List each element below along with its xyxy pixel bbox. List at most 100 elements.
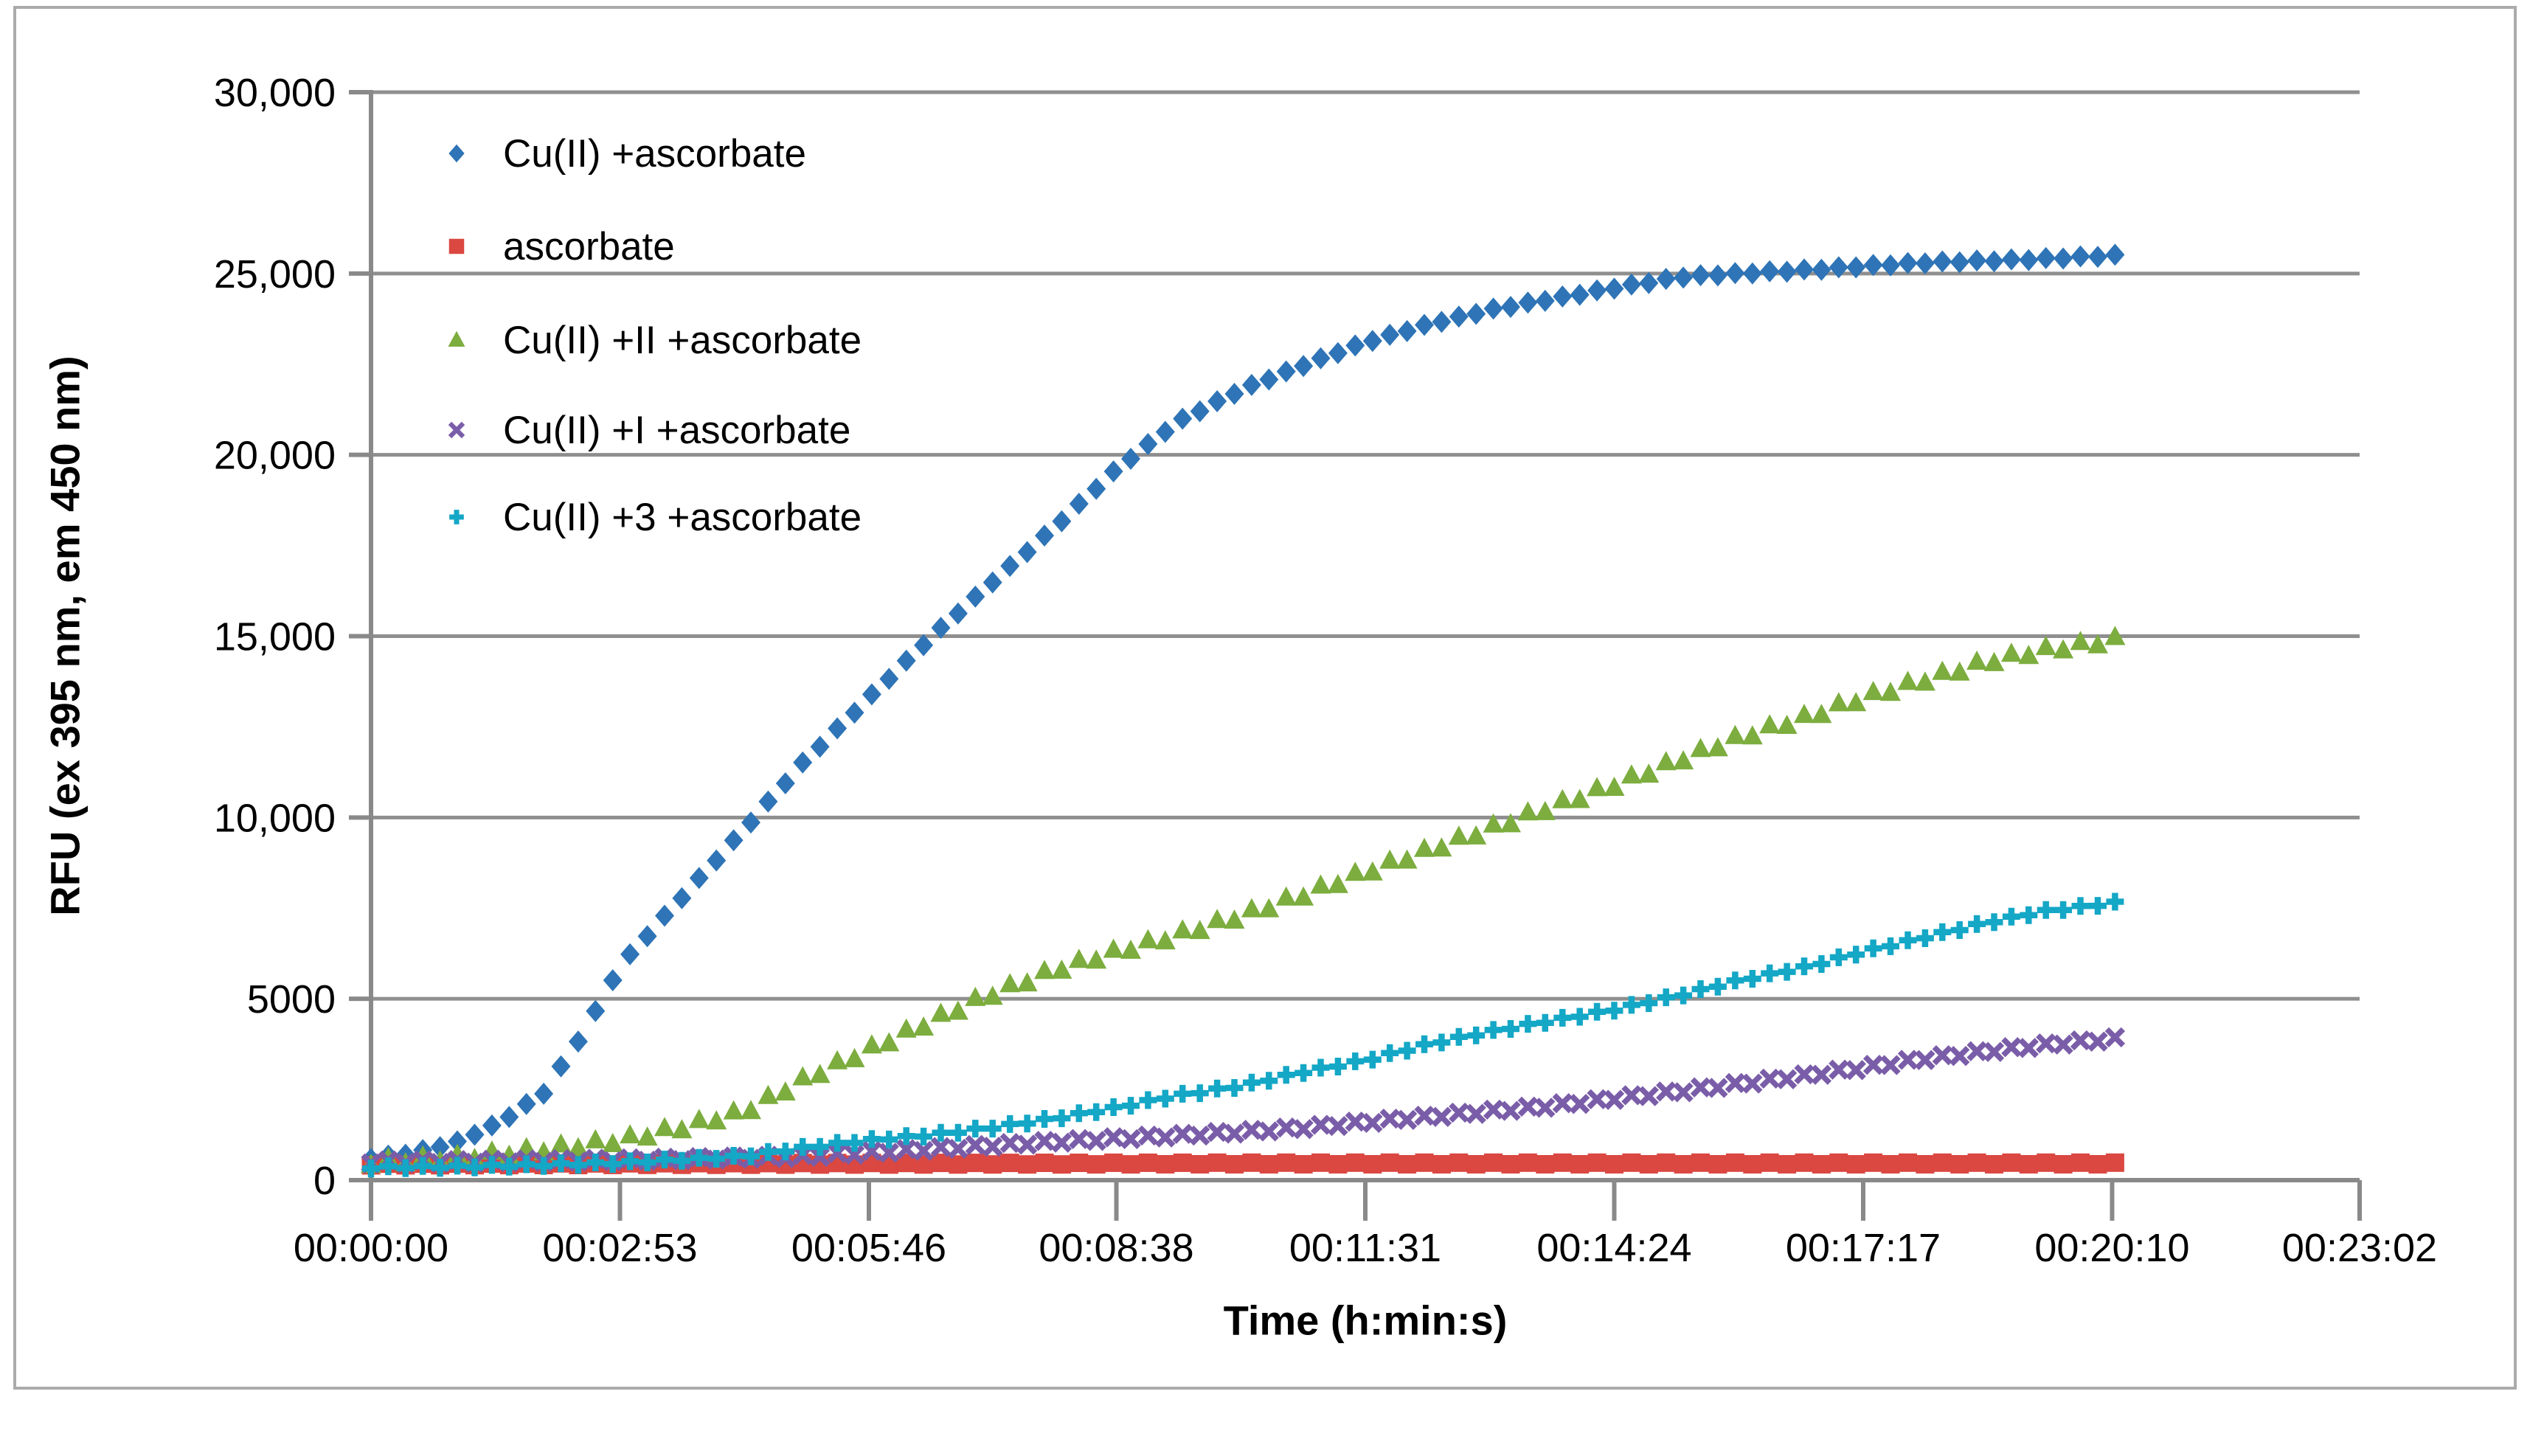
data-marker bbox=[1674, 1155, 1693, 1174]
data-marker bbox=[1950, 1155, 1969, 1174]
data-marker bbox=[1380, 323, 1400, 346]
data-marker bbox=[879, 668, 899, 690]
data-marker bbox=[1656, 268, 1676, 291]
data-marker bbox=[1312, 1059, 1330, 1077]
data-marker bbox=[1034, 960, 1055, 980]
data-marker bbox=[741, 1100, 761, 1120]
data-marker bbox=[1019, 1137, 1036, 1153]
data-marker bbox=[1621, 764, 1642, 784]
data-marker bbox=[1759, 714, 1781, 734]
data-marker bbox=[1399, 1042, 1416, 1060]
data-marker bbox=[585, 1129, 606, 1148]
data-marker bbox=[1795, 258, 1814, 281]
data-marker bbox=[1345, 334, 1365, 357]
data-marker bbox=[1569, 788, 1590, 808]
data-marker bbox=[2001, 248, 2021, 271]
data-marker bbox=[1002, 1135, 1018, 1151]
data-marker bbox=[1812, 955, 1830, 973]
data-marker bbox=[1760, 1153, 1779, 1172]
data-marker bbox=[895, 1018, 917, 1038]
data-marker bbox=[1362, 861, 1383, 881]
data-marker bbox=[1535, 289, 1555, 312]
data-marker bbox=[1744, 970, 1761, 988]
data-marker bbox=[688, 1109, 710, 1129]
data-marker bbox=[913, 1016, 935, 1036]
data-marker bbox=[982, 985, 1003, 1005]
data-marker bbox=[1155, 420, 1175, 443]
data-marker bbox=[1865, 940, 1882, 957]
data-marker bbox=[689, 867, 709, 890]
data-marker bbox=[1726, 971, 1744, 989]
data-marker bbox=[1363, 1155, 1382, 1174]
data-marker bbox=[948, 602, 968, 625]
data-marker bbox=[1779, 1071, 1795, 1087]
data-marker bbox=[706, 1110, 727, 1130]
data-marker bbox=[1604, 277, 1624, 300]
data-marker bbox=[1123, 1131, 1139, 1147]
data-marker bbox=[1226, 1079, 1244, 1097]
data-marker bbox=[878, 1032, 900, 1052]
data-marker bbox=[966, 1120, 984, 1137]
data-marker bbox=[2088, 246, 2107, 268]
data-marker bbox=[984, 1120, 1002, 1137]
data-marker bbox=[1812, 1155, 1831, 1174]
data-marker bbox=[1018, 1155, 1037, 1174]
data-marker bbox=[2036, 246, 2056, 269]
data-marker bbox=[1052, 510, 1072, 533]
y-tick-label: 5000 bbox=[247, 977, 336, 1022]
data-marker bbox=[1916, 1155, 1935, 1174]
data-marker bbox=[1382, 1111, 1398, 1127]
data-marker bbox=[2037, 901, 2055, 919]
data-marker bbox=[1209, 1124, 1225, 1140]
data-marker bbox=[844, 1047, 865, 1067]
square-legend-icon bbox=[448, 238, 465, 254]
data-marker bbox=[1362, 330, 1382, 353]
diamond-legend-icon bbox=[448, 144, 465, 163]
data-marker bbox=[1259, 1155, 1278, 1174]
data-marker bbox=[1640, 994, 1657, 1012]
data-marker bbox=[1070, 1154, 1089, 1172]
data-marker bbox=[1381, 1044, 1399, 1062]
data-marker bbox=[983, 1155, 1002, 1174]
data-marker bbox=[1966, 651, 1988, 670]
data-marker bbox=[1174, 1126, 1191, 1142]
data-marker bbox=[1743, 1155, 1762, 1174]
data-marker bbox=[1414, 837, 1435, 857]
data-marker bbox=[1606, 1002, 1623, 1019]
data-marker bbox=[2089, 897, 2107, 915]
data-marker bbox=[1536, 1155, 1555, 1174]
data-marker bbox=[1690, 738, 1711, 758]
data-marker bbox=[965, 986, 986, 1006]
data-marker bbox=[1657, 1153, 1676, 1172]
data-marker bbox=[1813, 1067, 1829, 1083]
data-marker bbox=[1900, 1052, 1916, 1068]
data-marker bbox=[1242, 1153, 1261, 1172]
data-marker bbox=[1761, 965, 1778, 982]
data-marker bbox=[758, 1084, 779, 1104]
data-marker bbox=[1622, 1153, 1641, 1172]
data-marker bbox=[1053, 1109, 1070, 1127]
data-marker bbox=[1154, 930, 1176, 950]
triangle-legend-icon bbox=[448, 330, 465, 347]
data-marker bbox=[2018, 645, 2039, 665]
data-marker bbox=[1432, 1033, 1450, 1051]
data-marker bbox=[1536, 1014, 1554, 1032]
data-marker bbox=[2073, 1033, 2089, 1049]
data-marker bbox=[1086, 1155, 1106, 1174]
data-marker bbox=[1295, 1121, 1311, 1137]
data-marker bbox=[1103, 938, 1124, 958]
data-marker bbox=[1275, 886, 1297, 906]
data-marker bbox=[1484, 1153, 1503, 1172]
data-marker bbox=[1330, 1118, 1346, 1134]
data-marker bbox=[2037, 1153, 2056, 1172]
data-marker bbox=[1587, 777, 1608, 797]
data-marker bbox=[1917, 1052, 1933, 1068]
data-marker bbox=[1328, 342, 1348, 364]
series-layer bbox=[361, 243, 2125, 1177]
data-marker bbox=[1517, 801, 1539, 821]
y-tick-label: 25,000 bbox=[214, 252, 336, 297]
data-marker bbox=[723, 1100, 744, 1120]
data-marker bbox=[1623, 1087, 1640, 1103]
data-marker bbox=[1673, 750, 1694, 770]
